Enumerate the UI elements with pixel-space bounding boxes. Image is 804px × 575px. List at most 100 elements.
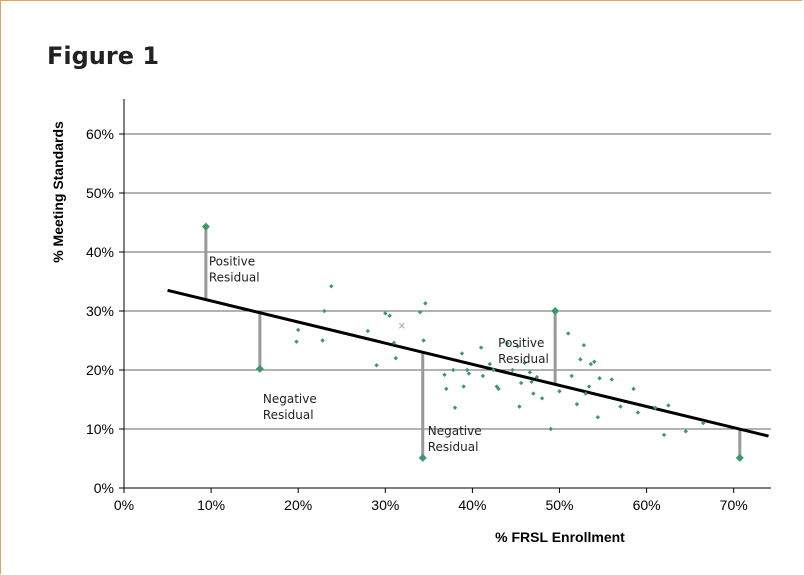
residual-point bbox=[551, 307, 560, 315]
tick-labels: 0% 10% 20% 30% 40% 50% 60% 0% 10% 20% 30% 40% 50% 60%… bbox=[86, 126, 748, 513]
data-point bbox=[496, 386, 501, 392]
data-point bbox=[583, 391, 588, 396]
axes bbox=[119, 99, 771, 493]
data-point bbox=[581, 343, 587, 348]
x-tick-label: 30% bbox=[371, 497, 399, 513]
data-point bbox=[548, 426, 553, 432]
grid-lines bbox=[124, 133, 771, 430]
data-point bbox=[597, 376, 602, 381]
data-point bbox=[329, 284, 334, 289]
data-point bbox=[517, 404, 522, 409]
data-point bbox=[595, 415, 601, 420]
data-point bbox=[421, 338, 426, 343]
data-point bbox=[557, 389, 562, 394]
data-point bbox=[391, 340, 397, 346]
data-point bbox=[510, 367, 515, 373]
data-points bbox=[201, 222, 744, 462]
residual-point bbox=[201, 222, 210, 231]
residual-label: Positive bbox=[209, 255, 255, 269]
x-tick-label: 0% bbox=[114, 497, 134, 513]
data-point bbox=[444, 386, 449, 392]
residual-label: Negative bbox=[263, 392, 317, 406]
outlier-marker bbox=[398, 322, 405, 329]
x-tick-label: 20% bbox=[284, 497, 312, 513]
data-point bbox=[531, 391, 536, 396]
data-point bbox=[635, 410, 641, 415]
data-point bbox=[365, 328, 371, 334]
data-point bbox=[522, 360, 527, 366]
y-tick-label: 0% bbox=[94, 480, 114, 496]
x-axis-label: % FRSL Enrollment bbox=[495, 529, 625, 545]
data-point bbox=[574, 402, 580, 407]
data-point bbox=[480, 373, 486, 379]
y-tick-label: 30% bbox=[86, 303, 114, 319]
y-tick-label: 60% bbox=[86, 126, 114, 142]
data-point bbox=[631, 386, 636, 392]
data-point bbox=[701, 420, 706, 426]
data-point bbox=[666, 403, 671, 408]
data-point bbox=[534, 374, 540, 380]
y-tick-label: 50% bbox=[86, 185, 114, 201]
residual-label: Negative bbox=[428, 424, 482, 438]
residual-annotations: Positive Residual Negative Residual Negative… bbox=[209, 255, 549, 454]
data-point bbox=[442, 372, 447, 377]
y-axis-label: % Meeting Standards bbox=[50, 121, 66, 263]
residual-lines bbox=[204, 226, 742, 458]
residual-point bbox=[255, 364, 264, 373]
residual-point bbox=[418, 453, 427, 462]
y-tick-label: 20% bbox=[86, 362, 114, 378]
fit-line-group bbox=[167, 288, 769, 438]
data-point bbox=[518, 380, 524, 386]
data-point bbox=[322, 308, 327, 314]
data-point bbox=[588, 361, 594, 367]
data-point bbox=[539, 396, 545, 401]
data-point bbox=[452, 405, 458, 410]
data-point bbox=[683, 429, 688, 434]
data-point bbox=[529, 379, 534, 384]
data-point bbox=[566, 331, 571, 336]
residual-label: Residual bbox=[209, 271, 260, 285]
data-point bbox=[459, 351, 465, 356]
data-point bbox=[569, 373, 574, 379]
data-point bbox=[383, 311, 388, 316]
data-point bbox=[464, 367, 470, 373]
residual-label: Residual bbox=[498, 352, 549, 366]
data-point bbox=[461, 384, 466, 389]
x-tick-label: 60% bbox=[633, 497, 661, 513]
data-point bbox=[374, 363, 379, 368]
data-point bbox=[478, 345, 484, 350]
fit-line bbox=[167, 288, 769, 438]
data-point bbox=[491, 367, 496, 373]
data-point bbox=[578, 357, 583, 362]
data-point bbox=[466, 371, 472, 376]
x-tick-label: 40% bbox=[458, 497, 486, 513]
data-point bbox=[417, 309, 423, 315]
y-tick-label: 10% bbox=[86, 421, 114, 437]
data-point bbox=[609, 377, 614, 382]
data-point bbox=[527, 370, 533, 375]
data-point bbox=[387, 313, 392, 318]
residual-point bbox=[735, 453, 744, 462]
x-tick-label: 70% bbox=[720, 497, 748, 513]
figure-title: Figure 1 bbox=[47, 42, 160, 70]
residual-label: Positive bbox=[498, 336, 544, 350]
residual-label: Residual bbox=[428, 440, 479, 454]
data-point bbox=[294, 339, 299, 344]
data-point bbox=[451, 367, 456, 373]
data-point bbox=[296, 327, 301, 333]
data-point bbox=[661, 432, 667, 438]
data-point bbox=[505, 341, 510, 346]
data-point bbox=[515, 344, 520, 349]
data-point bbox=[487, 361, 493, 367]
x-tick-label: 50% bbox=[545, 497, 573, 513]
x-tick-label: 10% bbox=[197, 497, 225, 513]
data-point bbox=[618, 404, 623, 409]
data-point bbox=[320, 338, 325, 343]
y-tick-label: 40% bbox=[86, 244, 114, 260]
data-point bbox=[586, 384, 592, 389]
residual-label: Residual bbox=[263, 408, 314, 422]
data-point bbox=[423, 301, 428, 306]
data-point bbox=[653, 405, 658, 410]
